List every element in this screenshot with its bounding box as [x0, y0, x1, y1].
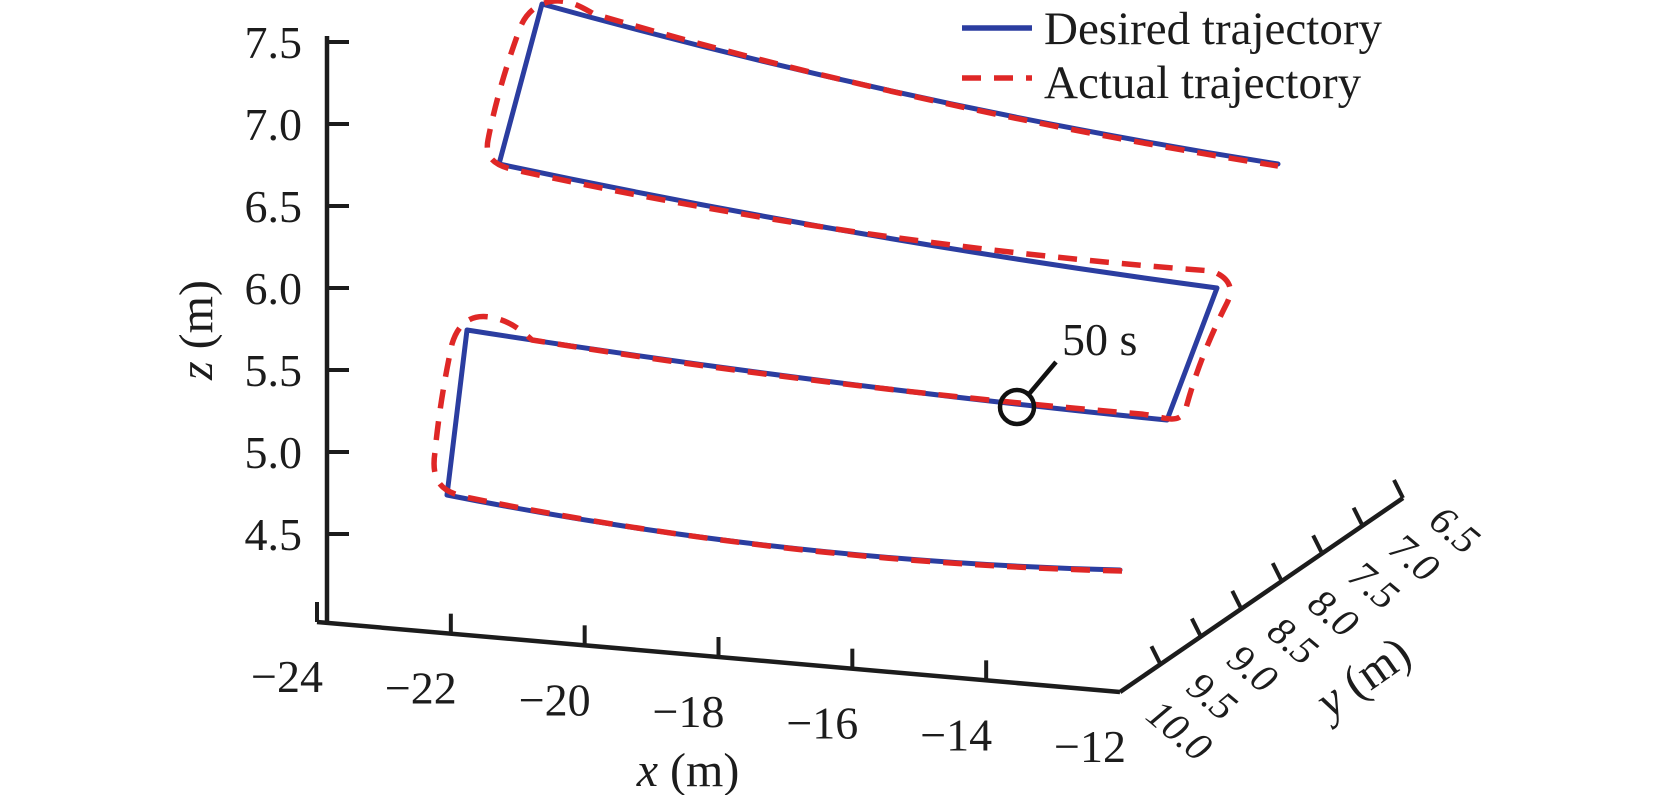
z-tick-label: 6.0	[245, 263, 303, 314]
x-tick-label: −16	[786, 698, 858, 749]
x-axis-tick-labels: −24 −22 −20 −18 −16 −14 −12	[251, 651, 1126, 772]
y-tick	[1392, 479, 1405, 499]
z-axis-label: z (m)	[170, 280, 223, 381]
z-axis-label-unit: (m)	[170, 280, 223, 349]
y-tick	[1311, 534, 1324, 555]
actual-trajectory-line	[431, 0, 1279, 574]
annotation-label: 50 s	[1062, 314, 1137, 365]
x-axis-ticks	[315, 602, 989, 681]
x-tick-label: −22	[385, 663, 457, 714]
time-marker-circle	[997, 387, 1037, 427]
z-tick-label: 5.5	[245, 345, 303, 396]
y-tick	[1230, 589, 1244, 610]
y-tick	[1190, 617, 1203, 638]
x-axis-label: x (m)	[636, 744, 740, 795]
z-tick-label: 5.0	[245, 427, 303, 478]
z-axis: 7.5 7.0 6.5 6.0 5.5 5.0 4.5 z (m)	[170, 17, 349, 622]
y-axis: 10.09.59.08.58.07.57.06.5 y(m)	[1118, 479, 1488, 770]
legend-actual-label: Actual trajectory	[1044, 57, 1362, 109]
x-tick-label: −24	[251, 651, 323, 702]
z-axis-label-var: z	[170, 361, 223, 381]
z-tick-label: 7.0	[245, 99, 303, 150]
z-tick-label: 7.5	[245, 17, 303, 68]
z-tick-label: 6.5	[245, 181, 303, 232]
y-tick	[1149, 645, 1163, 666]
annotation-leader-line	[1027, 360, 1058, 396]
legend-desired-label: Desired trajectory	[1044, 3, 1382, 55]
legend: Desired trajectory Actual trajectory	[962, 3, 1382, 109]
x-axis-label-unit: (m)	[670, 744, 739, 795]
y-axis-line	[1118, 496, 1405, 694]
x-axis-label-var: x	[636, 744, 658, 795]
x-tick-label: −18	[653, 686, 725, 737]
y-axis-ticks	[1149, 479, 1405, 666]
y-tick	[1270, 562, 1284, 583]
desired-trajectory-line	[444, 1, 1281, 573]
time-annotation: 50 s	[997, 314, 1137, 427]
x-tick-label: −12	[1054, 721, 1126, 772]
x-tick-label: −20	[519, 674, 591, 725]
y-axis-label-unit: (m)	[1333, 626, 1420, 709]
x-tick-label: −14	[920, 709, 992, 760]
z-axis-ticks	[327, 40, 349, 536]
z-axis-tick-labels: 7.5 7.0 6.5 6.0 5.5 5.0 4.5	[245, 17, 303, 560]
z-tick-label: 4.5	[245, 509, 303, 560]
x-axis: −24 −22 −20 −18 −16 −14 −12 x (m)	[251, 602, 1126, 795]
y-tick	[1351, 506, 1365, 527]
